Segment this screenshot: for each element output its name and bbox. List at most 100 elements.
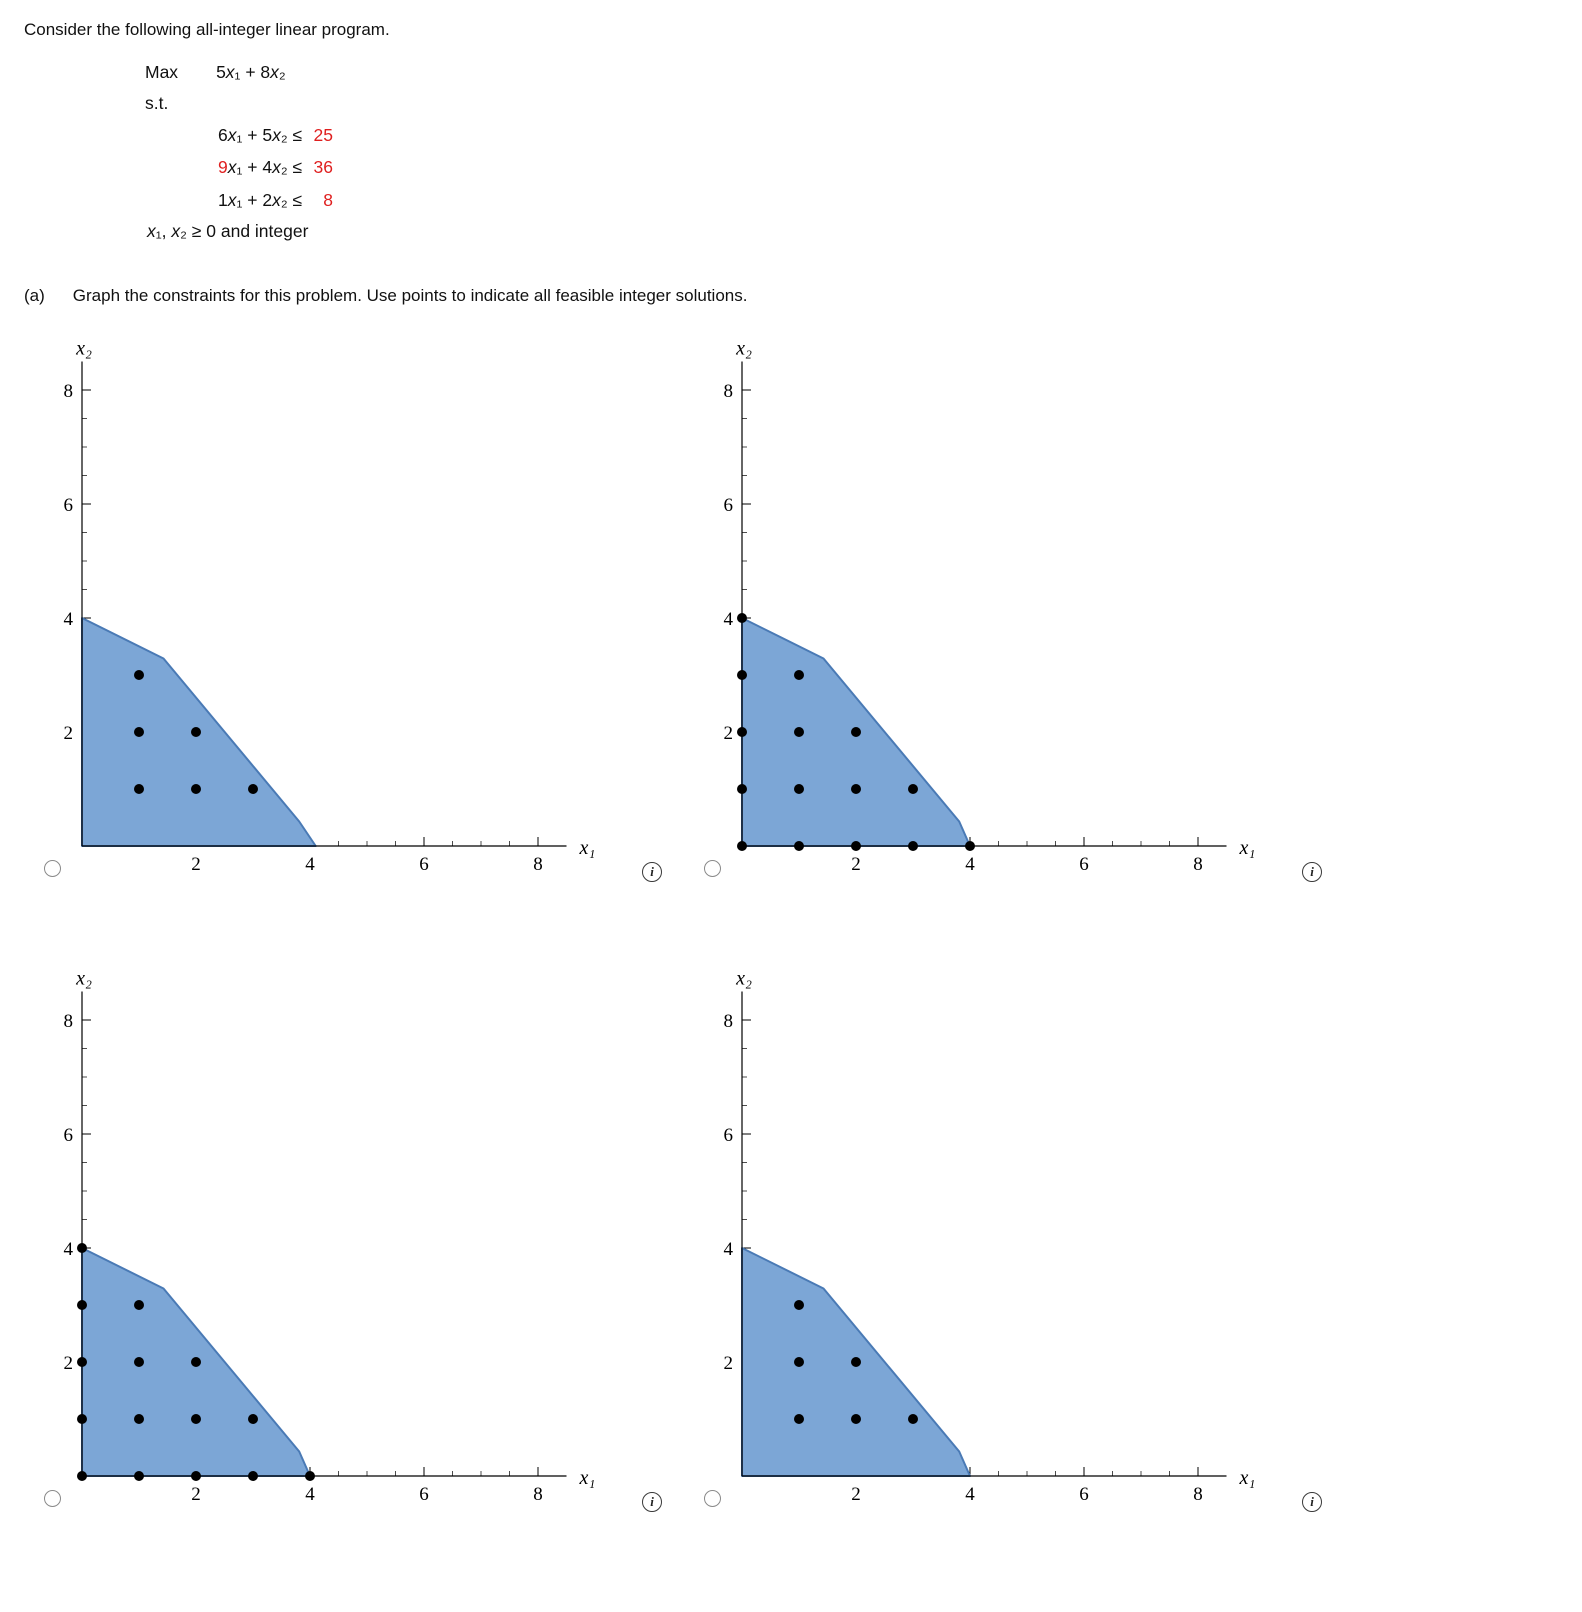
feasible-region-chart-1: 2 2 4 4 6 6 8 8 x₁ x₂ [24,336,684,901]
x-tick-label: 2 [851,1484,861,1505]
feasible-point [191,1414,201,1425]
feasible-point [134,1357,144,1368]
feasible-region-chart-3: 2 2 4 4 6 6 8 8 x₁ x₂ [24,966,684,1531]
answer-options-grid: 2 2 4 4 6 6 8 8 x₁ x₂ i 2 2 4 4 6 6 8 8 x₁ x₂ i 2 2 4 4 6 6 8 8 x₁… [24,336,1558,1526]
feasible-point [794,727,804,738]
feasible-point [77,1243,87,1254]
x-tick-label: 6 [1079,1484,1089,1505]
y-tick-label: 8 [724,381,734,402]
feasible-region-plot: 2 2 4 4 6 6 8 8 x₁ x₂ [64,338,596,876]
y-tick-label: 4 [724,1239,734,1260]
y-tick-label: 8 [64,1011,74,1032]
feasible-point [134,1471,144,1482]
x-tick-label: 8 [1193,854,1203,875]
y-axis-label: x₂ [735,968,752,990]
y-axis-label: x₂ [75,338,92,360]
info-icon[interactable]: i [642,862,662,883]
y-tick-label: 6 [724,1125,734,1146]
y-tick-label: 2 [64,723,74,744]
y-tick-label: 4 [64,609,74,630]
subject-to-label: s.t. [145,93,169,114]
answer-option-4: 2 2 4 4 6 6 8 8 x₁ x₂ i [684,966,1344,1526]
constraint-text: 6x₁ + 5x₂ ≤ [218,124,307,145]
feasible-point [794,670,804,681]
feasible-point [908,1414,918,1425]
feasible-point [77,1414,87,1425]
feasible-point [851,841,861,852]
feasible-region-chart-4: 2 2 4 4 6 6 8 8 x₁ x₂ [684,966,1344,1531]
x-axis-label: x₁ [1239,837,1256,859]
answer-option-1: 2 2 4 4 6 6 8 8 x₁ x₂ i [24,336,684,896]
x-tick-label: 6 [419,854,429,875]
constraint-line: 6x₁ + 5x₂ ≤ 25 [218,123,1558,148]
feasible-point [908,784,918,795]
feasible-point [737,841,747,852]
feasible-point [794,1357,804,1368]
feasible-point [737,784,747,795]
constraint-lines: 6x₁ + 5x₂ ≤ 25 9x₁ + 4x₂ ≤ 36 1x₁ + 2x₂ ≤ … [218,123,1558,213]
option-radio-button[interactable] [704,860,721,878]
x-tick-label: 8 [1193,1484,1203,1505]
feasible-point [794,784,804,795]
feasible-point [737,613,747,624]
nonnegativity-line: x₁, x₂ ≥ 0 and integer [147,220,309,241]
y-tick-label: 6 [64,495,74,516]
feasible-point [851,1357,861,1368]
y-tick-label: 4 [64,1239,74,1260]
y-tick-label: 4 [724,609,734,630]
feasible-point [77,1357,87,1368]
feasible-point [248,1471,258,1482]
y-tick-label: 2 [724,723,734,744]
feasible-region-plot: 2 2 4 4 6 6 8 8 x₁ x₂ [724,338,1256,876]
linear-program: Max 5x₁ + 8x₂ s.t. 6x₁ + 5x₂ ≤ 25 9x₁ + 4… [145,60,1558,244]
answer-option-2: 2 2 4 4 6 6 8 8 x₁ x₂ i [684,336,1344,896]
constraint-value: 8 [323,189,333,210]
feasible-point [248,1414,258,1425]
part-a-text: Graph the constraints for this problem. … [72,286,748,306]
x-tick-label: 2 [191,1484,201,1505]
info-icon[interactable]: i [1302,862,1322,883]
feasible-point [134,727,144,738]
option-radio-button[interactable] [44,1490,61,1508]
part-a-label: (a) [24,286,45,306]
option-radio-button[interactable] [704,1490,721,1508]
feasible-region-plot: 2 2 4 4 6 6 8 8 x₁ x₂ [724,968,1256,1506]
constraint-text: x₁ + 4x₂ ≤ [227,157,307,178]
y-axis-label: x₂ [735,338,752,360]
y-tick-label: 6 [64,1125,74,1146]
feasible-point [191,1471,201,1482]
x-tick-label: 2 [191,854,201,875]
x-tick-label: 4 [305,854,315,875]
x-axis-label: x₁ [1239,1467,1256,1489]
objective-label: Max [145,62,179,82]
option-radio-button[interactable] [44,860,61,878]
x-tick-label: 6 [419,1484,429,1505]
x-tick-label: 4 [965,854,975,875]
y-tick-label: 6 [724,495,734,516]
y-tick-label: 8 [64,381,74,402]
info-icon[interactable]: i [1302,1492,1322,1513]
constraint-value: 25 [313,124,333,145]
constraint-line: 1x₁ + 2x₂ ≤ 8 [218,188,1558,213]
intro-text: Consider the following all-integer linea… [24,20,390,39]
feasible-point [794,1300,804,1311]
objective-row: Max 5x₁ + 8x₂ [145,60,1558,85]
x-axis-label: x₁ [579,1467,596,1489]
feasible-point [737,670,747,681]
info-icon[interactable]: i [642,1492,662,1513]
x-tick-label: 4 [305,1484,315,1505]
feasible-point [305,1471,315,1482]
feasible-point [248,784,258,795]
x-tick-label: 4 [965,1484,975,1505]
part-a-row: (a) Graph the constraints for this probl… [24,286,1558,306]
feasible-point [77,1300,87,1311]
y-tick-label: 2 [724,1353,734,1374]
feasible-region-plot: 2 2 4 4 6 6 8 8 x₁ x₂ [64,968,596,1506]
constraint-line: 9x₁ + 4x₂ ≤ 36 [218,155,1558,180]
x-tick-label: 8 [533,854,543,875]
x-tick-label: 2 [851,854,861,875]
question-page: Consider the following all-integer linea… [24,20,1558,1526]
feasible-point [851,784,861,795]
feasible-point [191,727,201,738]
objective-expression: 5x₁ + 8x₂ [216,62,286,82]
